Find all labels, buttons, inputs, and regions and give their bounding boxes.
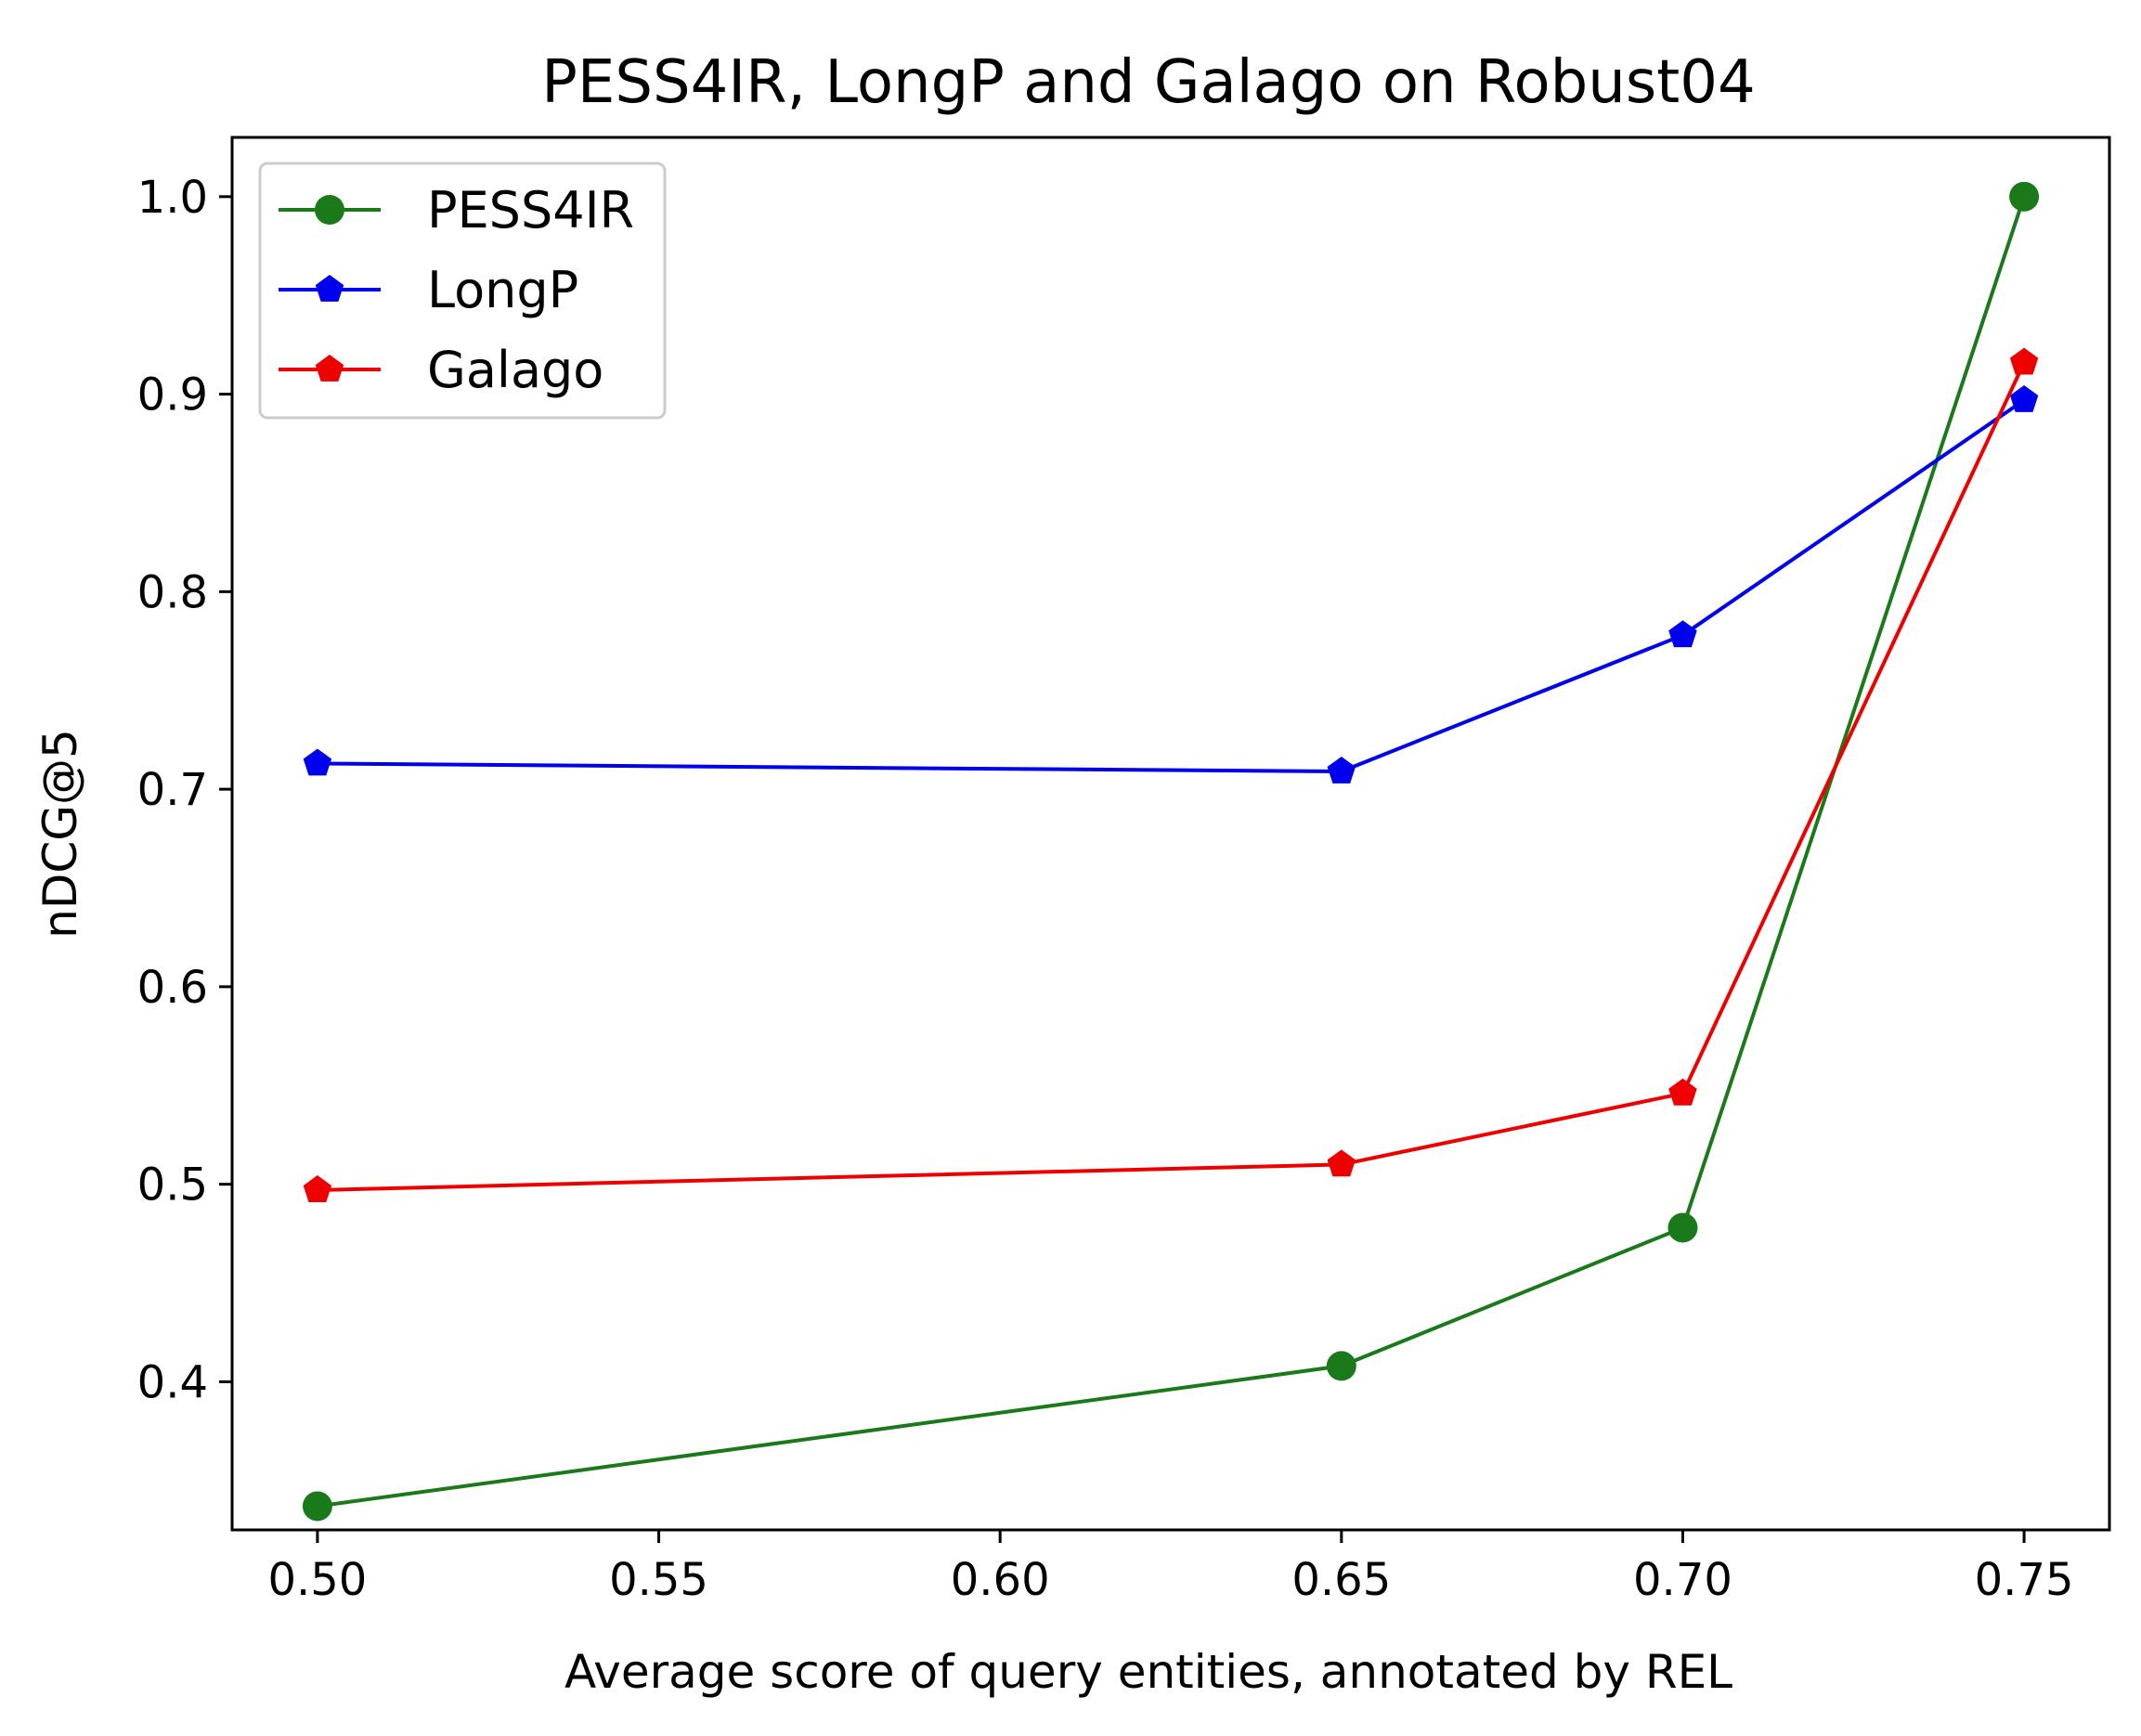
data-point-pess4ir [2009,181,2040,212]
legend-items: PESS4IR LongP Galago [279,181,634,399]
data-point-longp [1327,757,1356,784]
data-point-pess4ir [1326,1351,1356,1381]
series-line-longp [317,398,2026,773]
x-tick-label: 0.75 [1975,1554,2074,1606]
legend-box [258,162,667,420]
legend-label-pess4ir: PESS4IR [427,181,634,240]
data-point-longp [303,748,332,776]
x-tick-label: 0.50 [267,1554,367,1606]
x-tick-label: 0.70 [1633,1554,1732,1606]
series-pess4ir [302,181,2040,1522]
data-point-longp [1668,620,1697,648]
legend-label-galago: Galago [427,341,603,399]
series-line-galago [317,361,2026,1192]
x-axis-label: Average score of query entities, annotat… [564,1645,1732,1699]
y-tick-label: 0.7 [137,764,208,816]
data-point-pess4ir [302,1491,332,1522]
y-tick-label: 0.4 [137,1356,208,1408]
legend-marker-galago [315,355,344,382]
series-galago [303,347,2039,1202]
y-axis: 0.4 0.5 0.6 0.7 0.8 0.9 1.0 [137,172,232,1408]
x-tick-label: 0.55 [609,1554,708,1606]
legend-label-longp: LongP [427,261,578,319]
data-point-galago [2009,347,2039,375]
x-tick-label: 0.60 [951,1554,1050,1606]
x-tick-label: 0.65 [1291,1554,1391,1606]
y-tick-label: 0.6 [137,962,208,1014]
y-tick-label: 0.8 [137,566,208,618]
data-point-galago [1668,1078,1697,1106]
y-tick-label: 0.5 [137,1159,208,1211]
legend-marker-pess4ir [315,195,344,225]
data-point-galago [1327,1149,1356,1177]
series-layer [302,181,2040,1522]
series-line-pess4ir [317,196,2026,1509]
data-point-galago [303,1175,332,1202]
y-tick-label: 0.9 [137,369,208,421]
y-axis-label: nDCG@5 [33,729,87,939]
legend: PESS4IR LongP Galago [258,162,667,420]
series-longp [303,385,2039,784]
data-point-pess4ir [1667,1212,1698,1243]
data-point-longp [2009,385,2039,412]
x-axis: 0.50 0.55 0.60 0.65 0.70 0.75 [267,1530,2074,1606]
chart-title: PESS4IR, LongP and Galago on Robust04 [541,48,1755,117]
legend-marker-longp [315,275,344,302]
y-tick-label: 1.0 [137,172,208,224]
